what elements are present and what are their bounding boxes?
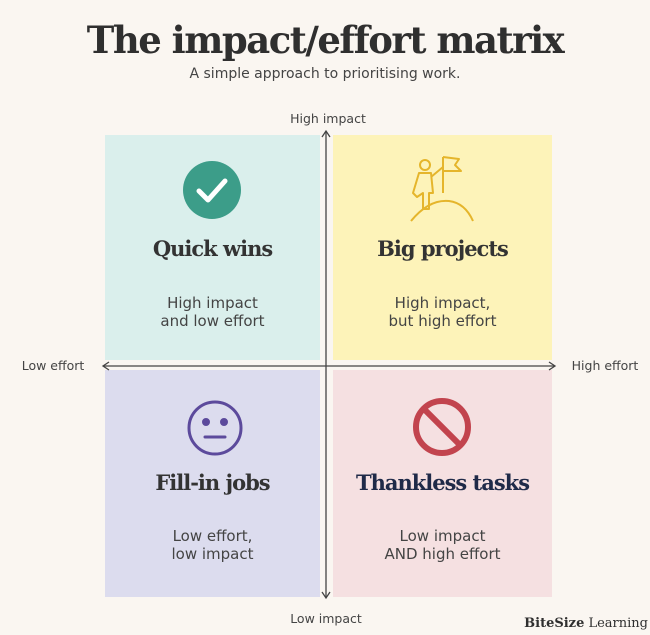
neutral-face-icon [187,400,243,456]
quadrant-text: Low impact AND high effort [333,527,552,563]
brand: BiteSize Learning [524,616,648,631]
brand-rest: Learning [588,616,648,631]
line: but high effort [388,312,497,330]
quadrant-title: Fill-in jobs [155,470,270,495]
axis-label: Low impact [290,611,362,626]
axis-label: High impact [290,111,366,126]
line: Low impact [399,527,486,545]
quadrant-text: High impact and low effort [105,294,320,330]
quadrant-title: Big projects [377,236,509,261]
quadrant-title: Thankless tasks [355,470,530,495]
brand-bold: BiteSize [524,616,585,631]
quadrant: Quick wins High impact and low effort [105,135,320,360]
line: low impact [171,545,254,563]
quadrant-text: Low effort, low impact [105,527,320,563]
line: High impact, [394,294,491,312]
check-icon [183,161,241,219]
quadrant-title: Quick wins [152,236,273,261]
prohibited-icon [413,398,471,456]
line: Low effort, [172,527,253,545]
line: High impact [167,294,258,312]
quadrant-text: High impact, but high effort [333,294,552,330]
axis-label: High effort [571,358,639,373]
flag-icon [410,156,474,222]
quadrant: Thankless tasks Low impact AND high effor… [333,370,552,597]
title: The impact/effort matrix [86,18,565,62]
line: AND high effort [384,545,501,563]
quadrant: Big projects High impact, but high effort [333,135,552,360]
axis-label: Low effort [21,358,85,373]
subtitle: A simple approach to prioritising work. [189,66,461,82]
line: and low effort [160,312,265,330]
quadrant: Fill-in jobs Low effort, low impact [105,370,320,597]
